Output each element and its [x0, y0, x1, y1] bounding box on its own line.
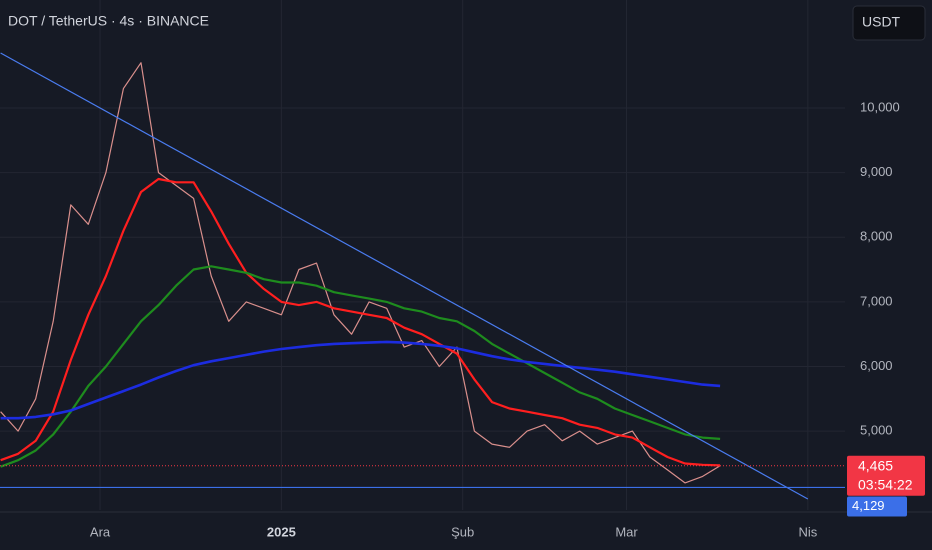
y-tick-label: 9,000 [860, 164, 893, 179]
plot [0, 52, 845, 500]
support-price-label: 4,129 [852, 498, 885, 513]
y-tick-label: 7,000 [860, 293, 893, 308]
series-line [0, 62, 721, 484]
x-tick-label: Şub [451, 524, 474, 539]
x-tick-label: Nis [798, 524, 817, 539]
grid [0, 0, 845, 510]
y-tick-label: 8,000 [860, 229, 893, 244]
y-tick-label: 5,000 [860, 423, 893, 438]
x-tick-label: 2025 [267, 524, 296, 539]
series-line [0, 265, 721, 468]
last-price-tag [847, 455, 925, 496]
x-tick-label: Ara [90, 524, 111, 539]
currency-button-label[interactable]: USDT [862, 14, 901, 30]
series-line [0, 177, 721, 467]
trend-line [0, 52, 809, 500]
series-line [0, 340, 721, 420]
last-price-label: 4,465 [858, 457, 893, 473]
chart-title: DOT / TetherUS · 4s · BINANCE [8, 13, 209, 29]
y-tick-label: 6,000 [860, 358, 893, 373]
x-tick-label: Mar [615, 524, 638, 539]
support-price-tag [847, 496, 907, 517]
y-tick-label: 10,000 [860, 99, 900, 114]
countdown-label: 03:54:22 [858, 476, 913, 492]
currency-button[interactable] [852, 5, 926, 41]
